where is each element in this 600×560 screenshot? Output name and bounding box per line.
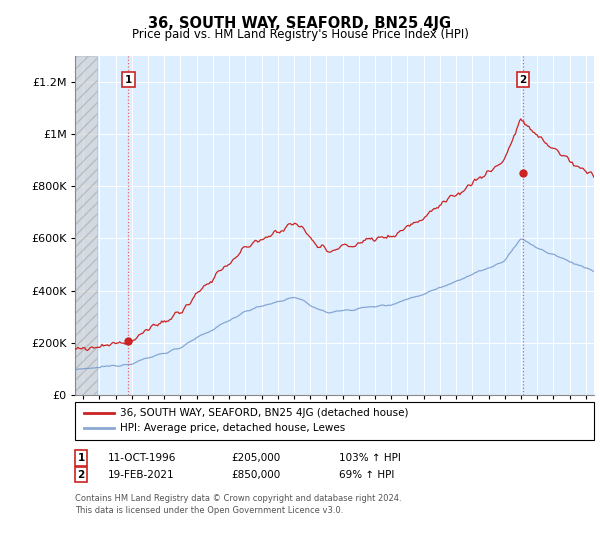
Text: 19-FEB-2021: 19-FEB-2021 xyxy=(108,470,175,480)
Text: 11-OCT-1996: 11-OCT-1996 xyxy=(108,453,176,463)
Text: £205,000: £205,000 xyxy=(231,453,280,463)
Bar xyxy=(75,56,97,395)
Text: Price paid vs. HM Land Registry's House Price Index (HPI): Price paid vs. HM Land Registry's House … xyxy=(131,28,469,41)
Text: 103% ↑ HPI: 103% ↑ HPI xyxy=(339,453,401,463)
Text: This data is licensed under the Open Government Licence v3.0.: This data is licensed under the Open Gov… xyxy=(75,506,343,515)
Text: 1: 1 xyxy=(125,74,132,85)
Text: 36, SOUTH WAY, SEAFORD, BN25 4JG (detached house): 36, SOUTH WAY, SEAFORD, BN25 4JG (detach… xyxy=(120,408,409,418)
Text: 36, SOUTH WAY, SEAFORD, BN25 4JG: 36, SOUTH WAY, SEAFORD, BN25 4JG xyxy=(148,16,452,31)
Text: 2: 2 xyxy=(520,74,527,85)
Text: HPI: Average price, detached house, Lewes: HPI: Average price, detached house, Lewe… xyxy=(120,423,345,433)
Text: 69% ↑ HPI: 69% ↑ HPI xyxy=(339,470,394,480)
Text: £850,000: £850,000 xyxy=(231,470,280,480)
Text: Contains HM Land Registry data © Crown copyright and database right 2024.: Contains HM Land Registry data © Crown c… xyxy=(75,494,401,503)
Text: 2: 2 xyxy=(77,470,85,480)
Text: 1: 1 xyxy=(77,453,85,463)
